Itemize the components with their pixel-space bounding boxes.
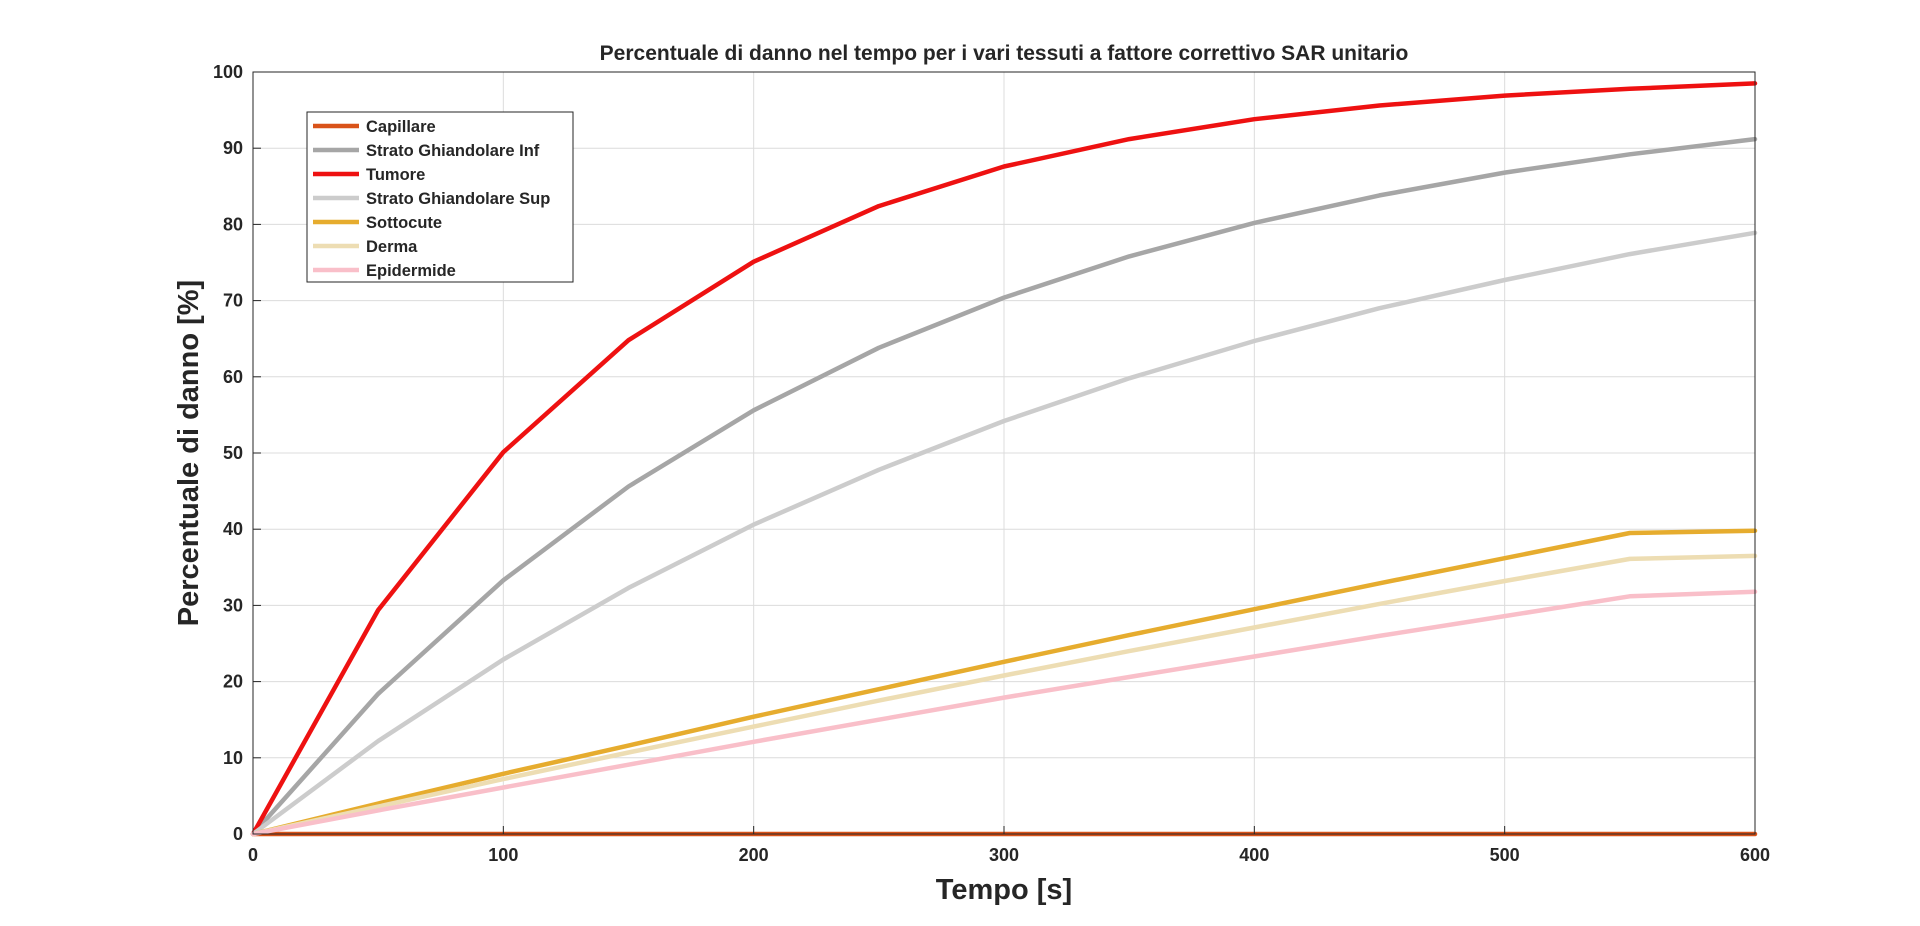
x-tick-label: 100: [488, 845, 518, 865]
x-tick-label: 400: [1239, 845, 1269, 865]
y-tick-label: 20: [223, 672, 243, 692]
x-tick-label: 0: [248, 845, 258, 865]
legend-label-derma: Derma: [366, 238, 418, 256]
y-tick-label: 70: [223, 291, 243, 311]
series-line-tumore: [250, 81, 1758, 837]
legend-label-epidermide: Epidermide: [366, 262, 456, 280]
legend-label-tumore: Tumore: [366, 166, 425, 184]
y-tick-label: 30: [223, 595, 243, 615]
y-tick-label: 10: [223, 748, 243, 768]
legend-label-sottocute: Sottocute: [366, 214, 442, 232]
y-tick-label: 100: [213, 62, 243, 82]
y-tick-label: 0: [233, 824, 243, 844]
series-line-sottocute: [250, 528, 1758, 837]
series-line-strato-ghiandolare-sup: [250, 230, 1758, 837]
x-tick-label: 200: [739, 845, 769, 865]
legend-label-capillare: Capillare: [366, 118, 436, 136]
legend: Capillare Strato Ghiandolare Inf Tumore Str…: [306, 111, 574, 283]
x-axis-label: Tempo [s]: [936, 874, 1072, 906]
series-line-derma: [250, 553, 1758, 837]
y-axis-label: Percentuale di danno [%]: [173, 280, 205, 626]
grid-lines: [253, 72, 1755, 834]
legend-label-strato-ghiandolare-inf: Strato Ghiandolare Inf: [366, 142, 540, 160]
x-tick-label: 600: [1740, 845, 1770, 865]
y-tick-label: 90: [223, 138, 243, 158]
chart-title: Percentuale di danno nel tempo per i var…: [600, 42, 1409, 65]
y-tick-label: 80: [223, 214, 243, 234]
y-tick-label: 40: [223, 519, 243, 539]
series-line-strato-ghiandolare-inf: [250, 136, 1758, 837]
y-tick-label: 50: [223, 443, 243, 463]
y-tick-label: 60: [223, 367, 243, 387]
series-line-epidermide: [250, 589, 1758, 837]
legend-label-strato-ghiandolare-sup: Strato Ghiandolare Sup: [366, 190, 550, 208]
x-tick-label: 300: [989, 845, 1019, 865]
x-tick-label: 500: [1490, 845, 1520, 865]
axis-ticks: 0 100 200 300 400 500 600 0 10 20 30 40 50 60 70 80 90 10…: [213, 62, 1770, 865]
